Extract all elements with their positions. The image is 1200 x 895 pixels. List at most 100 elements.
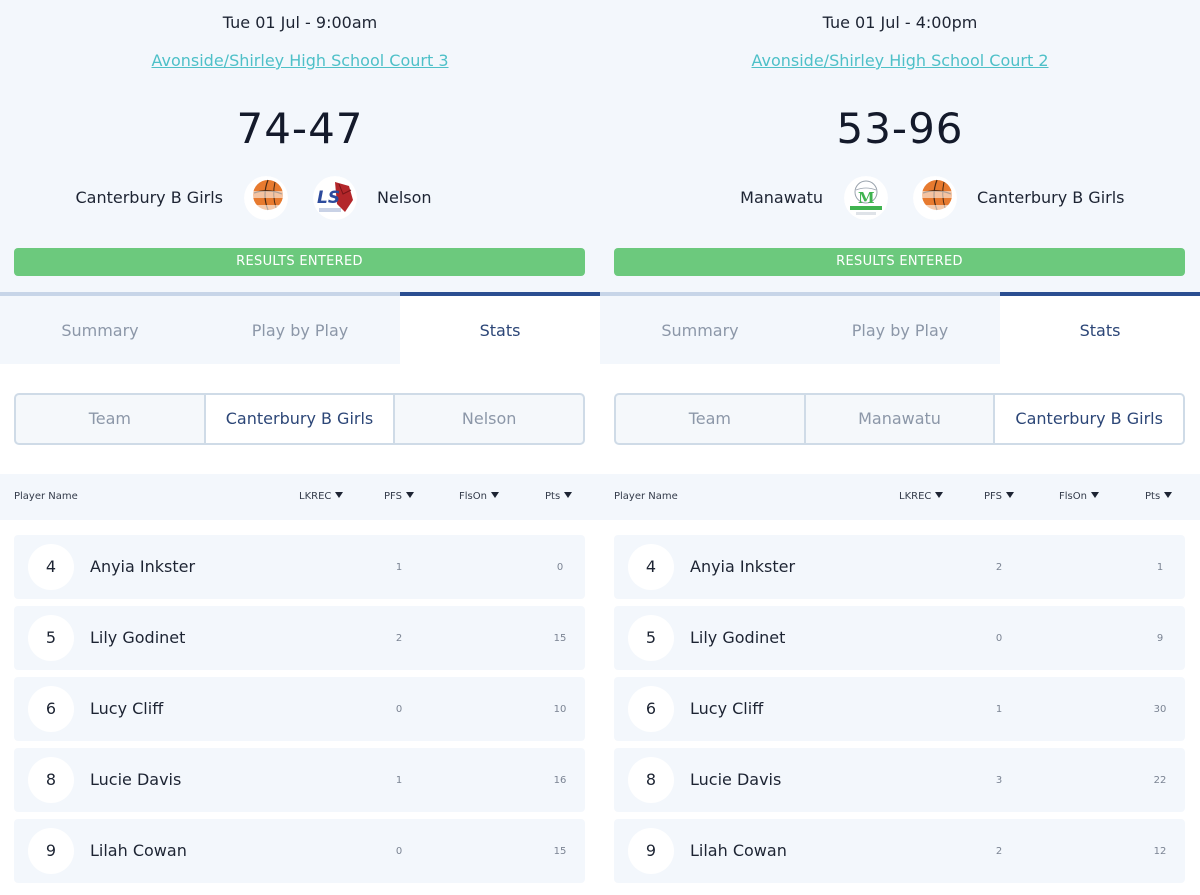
table-row[interactable]: 8 Lucie Davis 3 22: [614, 748, 1185, 812]
player-pts: 10: [553, 704, 567, 715]
player-name[interactable]: Lily Godinet: [690, 628, 786, 647]
away-team-name[interactable]: Canterbury B Girls: [977, 188, 1125, 207]
col-flson[interactable]: FlsOn: [459, 491, 499, 502]
filter-home-team[interactable]: Manawatu: [806, 395, 996, 443]
game-panel-1: Tue 01 Jul - 9:00am Avonside/Shirley Hig…: [0, 0, 600, 890]
player-rows: 4 Anyia Inkster 2 1 5 Lily Godinet 0 9 6…: [614, 535, 1185, 890]
table-row[interactable]: 5 Lily Godinet 0 9: [614, 606, 1185, 670]
player-number: 4: [628, 544, 674, 590]
tab-summary[interactable]: Summary: [0, 292, 200, 364]
table-row[interactable]: 6 Lucy Cliff 1 30: [614, 677, 1185, 741]
sort-caret-icon: [935, 492, 944, 498]
col-player-name: Player Name: [14, 491, 78, 502]
game-datetime: Tue 01 Jul - 9:00am: [222, 13, 378, 32]
player-pts: 15: [553, 846, 567, 857]
table-row[interactable]: 4 Anyia Inkster 1 0: [14, 535, 585, 599]
filter-away-team[interactable]: Canterbury B Girls: [995, 395, 1183, 443]
player-name[interactable]: Anyia Inkster: [90, 557, 196, 576]
player-number: 6: [28, 686, 74, 732]
player-pfs: 1: [395, 775, 403, 786]
venue-link[interactable]: Avonside/Shirley High School Court 2: [751, 51, 1049, 70]
sort-caret-icon: [1090, 492, 1099, 498]
tab-play-by-play[interactable]: Play by Play: [200, 292, 400, 364]
table-row[interactable]: 5 Lily Godinet 2 15: [14, 606, 585, 670]
home-team-name[interactable]: Canterbury B Girls: [75, 188, 223, 207]
stats-table-header: Player Name LKREC PFS FlsOn Pts: [600, 474, 1200, 520]
player-number: 6: [628, 686, 674, 732]
tab-stats[interactable]: Stats: [400, 292, 600, 364]
col-flson-label: FlsOn: [459, 491, 487, 502]
player-name[interactable]: Lily Godinet: [90, 628, 186, 647]
player-number: 4: [28, 544, 74, 590]
manawatu-logo-icon[interactable]: M: [844, 176, 888, 220]
player-pts: 9: [1156, 633, 1164, 644]
player-number: 8: [28, 757, 74, 803]
player-pfs: 1: [395, 562, 403, 573]
filter-away-team[interactable]: Nelson: [461, 409, 517, 428]
teams-row: Canterbury B Girls: [0, 176, 600, 220]
game-header: Tue 01 Jul - 4:00pm Avonside/Shirley Hig…: [600, 0, 1200, 292]
player-rows: 4 Anyia Inkster 1 0 5 Lily Godinet 2 1 5 …: [14, 535, 585, 890]
player-pfs: 2: [995, 562, 1003, 573]
player-pfs: 0: [995, 633, 1003, 644]
game-header: Tue 01 Jul - 9:00am Avonside/Shirley Hig…: [0, 0, 600, 292]
player-pfs: 0: [395, 704, 403, 715]
player-name[interactable]: Lucie Davis: [90, 770, 182, 789]
player-pts: 16: [553, 775, 567, 786]
sort-caret-icon: [1164, 492, 1173, 498]
col-pfs-label: PFS: [384, 491, 402, 502]
table-row[interactable]: 8 Lucie Davis 1 16: [14, 748, 585, 812]
results-status-badge: RESULTS ENTERED: [614, 248, 1185, 276]
away-team-name[interactable]: Nelson: [377, 188, 432, 207]
col-flson-label: FlsOn: [1059, 491, 1087, 502]
col-pfs[interactable]: PFS: [384, 491, 414, 502]
venue: Avonside/Shirley High School Court 3: [0, 51, 600, 70]
table-row[interactable]: 4 Anyia Inkster 2 1: [614, 535, 1185, 599]
player-name[interactable]: Lucy Cliff: [90, 699, 164, 718]
col-pts[interactable]: Pts: [1145, 491, 1173, 502]
game-tabs: Summary Play by Play Stats: [0, 292, 600, 364]
player-pts: 30: [1153, 704, 1167, 715]
col-flson[interactable]: FlsOn: [1059, 491, 1099, 502]
col-pfs[interactable]: PFS: [984, 491, 1014, 502]
game-tabs: Summary Play by Play Stats: [600, 292, 1200, 364]
table-row[interactable]: 9 Lilah Cowan 2 12: [614, 819, 1185, 883]
col-pts-label: Pts: [545, 491, 561, 502]
col-pfs-label: PFS: [984, 491, 1002, 502]
filter-team[interactable]: Team: [16, 395, 206, 443]
col-pts[interactable]: Pts: [545, 491, 573, 502]
player-pfs: 1: [995, 704, 1003, 715]
stats-table-header: Player Name LKREC PFS FlsOn Pts: [0, 474, 600, 520]
player-name[interactable]: Lilah Cowan: [690, 841, 787, 860]
player-name[interactable]: Lucie Davis: [690, 770, 782, 789]
canterbury-logo-icon[interactable]: [913, 176, 957, 220]
player-number: 5: [28, 615, 74, 661]
player-name[interactable]: Lilah Cowan: [90, 841, 187, 860]
tab-play-by-play[interactable]: Play by Play: [800, 292, 1000, 364]
col-player-name: Player Name: [614, 491, 678, 502]
table-row[interactable]: 9 Lilah Cowan 0 15: [14, 819, 585, 883]
tab-stats[interactable]: Stats: [1000, 292, 1200, 364]
player-name[interactable]: Anyia Inkster: [690, 557, 796, 576]
player-pfs: 2: [995, 846, 1003, 857]
table-row[interactable]: 6 Lucy Cliff 0 10: [14, 677, 585, 741]
filter-team[interactable]: Team: [616, 395, 806, 443]
final-score: 53-96: [836, 104, 964, 153]
team-filter-segmented: Team Manawatu Canterbury B Girls: [614, 393, 1185, 445]
home-team-name[interactable]: Manawatu: [740, 188, 823, 207]
player-pfs: 2: [395, 633, 403, 644]
sort-caret-icon: [564, 492, 573, 498]
venue: Avonside/Shirley High School Court 2: [600, 51, 1200, 70]
col-pts-label: Pts: [1145, 491, 1161, 502]
tab-summary[interactable]: Summary: [600, 292, 800, 364]
nelson-logo-icon[interactable]: LS: [313, 176, 357, 220]
col-lkrec[interactable]: LKREC: [299, 491, 344, 502]
col-lkrec[interactable]: LKREC: [899, 491, 944, 502]
canterbury-logo-icon[interactable]: [244, 176, 288, 220]
team-filter-segmented: Team Canterbury B Girls Nelson: [14, 393, 585, 445]
player-name[interactable]: Lucy Cliff: [690, 699, 764, 718]
sort-caret-icon: [335, 492, 344, 498]
filter-home-team[interactable]: Canterbury B Girls: [205, 395, 396, 443]
final-score: 74-47: [236, 104, 364, 153]
venue-link[interactable]: Avonside/Shirley High School Court 3: [151, 51, 449, 70]
